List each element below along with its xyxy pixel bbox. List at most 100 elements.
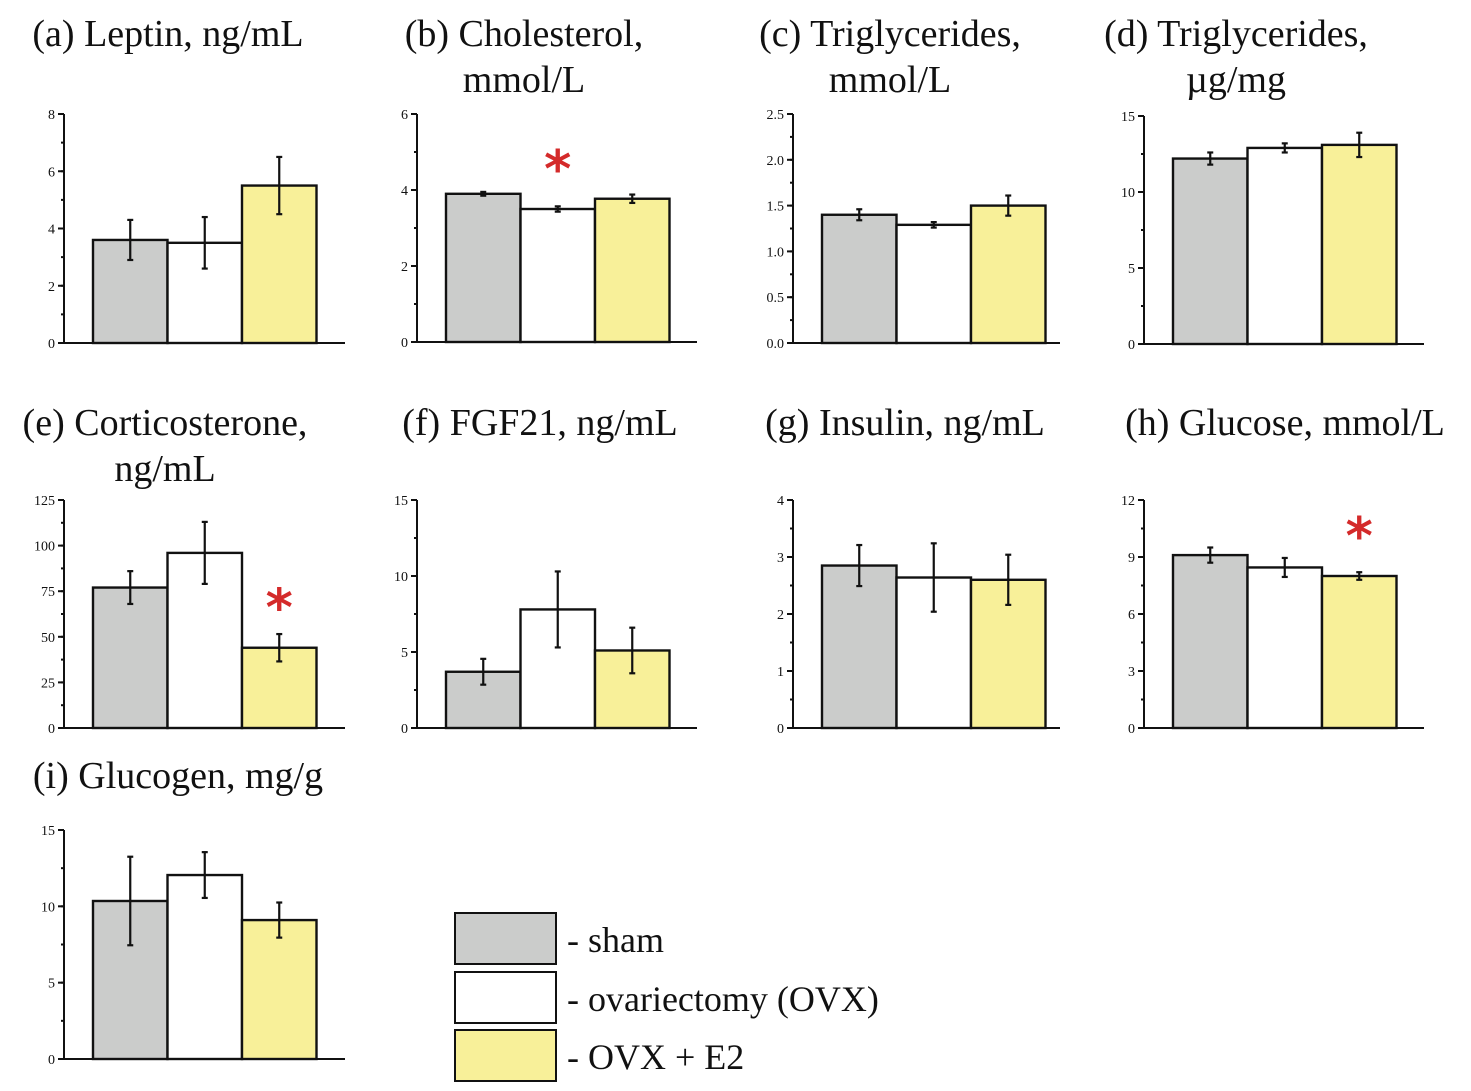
panel-title: (f) FGF21, ng/mL xyxy=(402,402,678,444)
error-bar-ovx_e2 xyxy=(276,632,283,663)
y-tick-label: 5 xyxy=(401,646,408,661)
panel-a: (a) Leptin, ng/mL 0 2 4 6 8 xyxy=(32,13,345,352)
y-tick-label: 2 xyxy=(777,608,784,623)
y-tick-label: 125 xyxy=(34,494,55,509)
y-tick-label: 15 xyxy=(41,824,55,839)
legend-swatch xyxy=(454,912,557,965)
legend-item-ovx: - ovariectomy (OVX) xyxy=(454,971,879,1024)
bar-ovx xyxy=(895,223,973,345)
y-tick-label: 12 xyxy=(1121,494,1135,509)
error-bar-sham xyxy=(856,208,863,222)
significance-asterisk: * xyxy=(544,140,571,200)
bar-ovx xyxy=(166,873,244,1061)
y-tick-label: 10 xyxy=(1121,186,1135,201)
error-bar-ovx_e2 xyxy=(276,155,283,216)
error-bar-sham xyxy=(127,570,134,606)
legend-label: - OVX + E2 xyxy=(567,1037,744,1077)
y-tick-label: 3 xyxy=(1128,665,1135,680)
panel-title: (a) Leptin, ng/mL xyxy=(32,13,303,55)
y-tick-label: 2 xyxy=(48,280,55,295)
panel-h: (h) Glucose, mmol/L * 0 3 6 9 12 xyxy=(1121,402,1445,737)
y-tick-label: 15 xyxy=(1121,110,1135,125)
error-bar-ovx xyxy=(1281,556,1288,579)
bar-sham xyxy=(1171,553,1249,730)
error-bar-ovx_e2 xyxy=(629,626,636,675)
bar-ovx xyxy=(1246,566,1324,730)
bar-sham xyxy=(444,192,522,344)
error-bar-sham xyxy=(127,218,134,262)
panel-g: (g) Insulin, ng/mL 0 1 2 3 4 xyxy=(765,402,1060,737)
y-tick-label: 6 xyxy=(48,165,55,180)
bar-ovx_e2 xyxy=(1320,143,1398,346)
error-bar-ovx_e2 xyxy=(276,901,283,939)
y-tick-label: 10 xyxy=(41,900,55,915)
bar-sham xyxy=(820,213,898,345)
y-tick-label: 0.0 xyxy=(767,337,785,352)
error-bar-ovx xyxy=(554,570,561,649)
panel-title: (b) Cholesterol, xyxy=(405,13,644,55)
error-bar-ovx_e2 xyxy=(1356,571,1363,581)
error-bar-ovx xyxy=(930,542,937,613)
y-tick-label: 4 xyxy=(777,494,784,509)
panel-title: (e) Corticosterone, xyxy=(23,402,308,444)
y-tick-label: 2.5 xyxy=(767,108,785,123)
legend-item-sham: - sham xyxy=(454,912,664,965)
y-tick-label: 9 xyxy=(1128,551,1135,566)
y-tick-label: 0 xyxy=(401,336,408,351)
panel-title: µg/mg xyxy=(1186,59,1286,101)
error-bar-ovx_e2 xyxy=(629,193,636,205)
error-bar-ovx xyxy=(1281,142,1288,154)
y-tick-label: 1 xyxy=(777,665,784,680)
error-bar-sham xyxy=(480,657,487,686)
panel-d: (d) Triglycerides,µg/mg 0 5 10 15 xyxy=(1104,13,1424,353)
error-bar-ovx xyxy=(554,205,561,213)
legend-swatch xyxy=(454,971,557,1024)
panel-f: (f) FGF21, ng/mL 0 5 10 15 xyxy=(394,402,697,737)
panel-i: (i) Glucogen, mg/g 0 5 10 15 xyxy=(33,755,345,1068)
y-tick-label: 0 xyxy=(48,1053,55,1068)
error-bar-ovx_e2 xyxy=(1005,194,1012,217)
bar-ovx_e2 xyxy=(969,204,1047,345)
panel-c: (c) Triglycerides,mmol/L 0.0 0.5 1.0 1.5 2.0 2… xyxy=(759,13,1060,352)
y-tick-label: 0 xyxy=(777,722,784,737)
y-tick-label: 3 xyxy=(777,551,784,566)
y-tick-label: 75 xyxy=(41,585,55,600)
y-tick-label: 0 xyxy=(48,337,55,352)
y-tick-label: 1.0 xyxy=(767,245,785,260)
y-tick-label: 6 xyxy=(1128,608,1135,623)
y-tick-label: 5 xyxy=(48,977,55,992)
y-tick-label: 2.0 xyxy=(767,154,785,169)
y-tick-label: 8 xyxy=(48,108,55,123)
error-bar-sham xyxy=(1207,546,1214,564)
y-tick-label: 4 xyxy=(401,184,408,199)
panel-title: (g) Insulin, ng/mL xyxy=(765,402,1045,444)
panel-title: ng/mL xyxy=(114,448,215,490)
error-bar-ovx_e2 xyxy=(1005,553,1012,606)
panel-title: (i) Glucogen, mg/g xyxy=(33,755,323,797)
legend-label: - ovariectomy (OVX) xyxy=(567,979,879,1019)
error-bar-ovx xyxy=(201,520,208,586)
error-bar-sham xyxy=(856,543,863,588)
y-tick-label: 10 xyxy=(394,570,408,585)
y-tick-label: 6 xyxy=(401,108,408,123)
y-tick-label: 2 xyxy=(401,260,408,275)
error-bar-ovx_e2 xyxy=(1356,131,1363,159)
bar-ovx_e2 xyxy=(593,197,671,344)
error-bar-ovx xyxy=(201,851,208,900)
y-tick-label: 5 xyxy=(1128,262,1135,277)
panel-title: (h) Glucose, mmol/L xyxy=(1125,402,1445,444)
y-tick-label: 0 xyxy=(1128,722,1135,737)
error-bar-ovx xyxy=(930,220,937,229)
error-bar-sham xyxy=(1207,151,1214,166)
y-tick-label: 0 xyxy=(1128,338,1135,353)
bar-sham xyxy=(820,564,898,730)
y-tick-label: 0 xyxy=(401,722,408,737)
legend-item-ovx_e2: - OVX + E2 xyxy=(454,1029,744,1082)
bar-sham xyxy=(91,586,169,730)
bar-sham xyxy=(1171,157,1249,346)
y-tick-label: 4 xyxy=(48,223,55,238)
panel-e: (e) Corticosterone,ng/mL * 0 25 50 75 100 125 xyxy=(23,402,345,737)
legend-label: - sham xyxy=(567,920,664,960)
legend: - sham - ovariectomy (OVX) - OVX + E2 xyxy=(454,912,879,1082)
